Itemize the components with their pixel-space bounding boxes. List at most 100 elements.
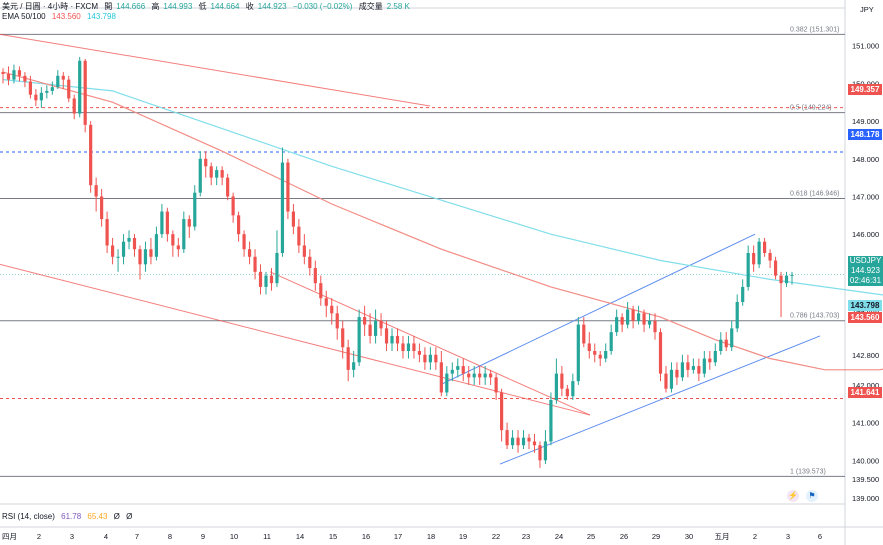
- candle-body: [34, 94, 38, 101]
- candle: [604, 343, 608, 363]
- candle-body: [697, 366, 701, 374]
- rsi-legend[interactable]: RSI (14, close) 61.78 65.43 Ø Ø: [2, 512, 136, 521]
- candle-body: [132, 237, 137, 250]
- candle-body: [757, 241, 761, 265]
- candle: [105, 211, 109, 253]
- candle: [587, 332, 591, 359]
- rsi-value-4: Ø: [126, 512, 133, 521]
- lightning-icon[interactable]: ⚡: [787, 490, 799, 502]
- candle-body: [67, 79, 71, 99]
- candle-body: [275, 253, 279, 284]
- candle: [204, 151, 208, 178]
- candle: [226, 173, 230, 201]
- candle: [516, 430, 520, 453]
- candle: [702, 351, 706, 378]
- candle: [527, 433, 531, 449]
- candle: [538, 441, 542, 468]
- candle-body: [39, 92, 43, 101]
- candle: [302, 234, 306, 265]
- us-flag-icon[interactable]: ⚑: [806, 490, 818, 502]
- candle-body: [373, 320, 378, 336]
- y-tick-5: 146.000: [852, 230, 879, 239]
- candle: [39, 87, 43, 108]
- candle-body: [176, 245, 180, 250]
- fib-label-1: 0.5 (149.224): [790, 105, 832, 112]
- tag-148178: 148.178: [848, 129, 882, 140]
- tag-ema50: 143.560: [848, 312, 882, 323]
- candle-body: [401, 343, 405, 351]
- candle: [664, 366, 668, 393]
- candle-body: [631, 309, 635, 321]
- candle-body: [730, 328, 734, 348]
- candle-body: [565, 388, 569, 397]
- candle-body: [653, 320, 657, 333]
- candle-body: [45, 90, 49, 93]
- candle: [412, 335, 416, 359]
- candle-body: [105, 219, 109, 246]
- candle-body: [554, 373, 558, 400]
- candle-body: [478, 373, 482, 378]
- candle-body: [335, 313, 339, 329]
- candle: [571, 373, 575, 400]
- candle-body: [330, 305, 334, 314]
- candle-body: [171, 234, 175, 246]
- candle: [461, 358, 465, 382]
- open-value: 144.666: [116, 2, 146, 11]
- candle-body: [626, 309, 630, 325]
- candle: [50, 81, 54, 95]
- candle-body: [510, 437, 515, 446]
- candle-body: [763, 241, 767, 253]
- candle: [143, 241, 148, 272]
- y-tick-1: 150.000: [852, 79, 879, 88]
- candle-body: [467, 373, 471, 378]
- candle-body: [390, 335, 394, 344]
- candle: [165, 207, 169, 242]
- y-tick-12: 139.500: [852, 475, 879, 484]
- candle: [593, 343, 597, 363]
- ema-legend[interactable]: EMA 50/100 143.560 143.798: [2, 12, 120, 21]
- x-tick-23: 2: [753, 532, 757, 541]
- candle: [171, 230, 175, 257]
- low-label: 低: [198, 2, 207, 11]
- candle-body: [215, 170, 219, 178]
- candle-body: [56, 75, 60, 88]
- candle: [100, 188, 104, 227]
- candle: [598, 351, 602, 367]
- usdjpy-last-tag: USDJPY 144.923 02:46:31: [848, 256, 883, 286]
- candle-body: [209, 166, 213, 178]
- candle-body: [1, 72, 5, 74]
- candle: [67, 75, 71, 103]
- candle-body: [352, 362, 356, 370]
- candle-body: [149, 249, 153, 257]
- candle: [264, 271, 268, 295]
- rsi-label: RSI (14, close): [2, 512, 55, 521]
- candle-body: [680, 362, 685, 378]
- candle-body: [752, 253, 756, 265]
- candle: [450, 362, 454, 382]
- candle: [319, 275, 323, 306]
- candle: [790, 271, 794, 285]
- x-tick-10: 15: [329, 532, 337, 541]
- ema100-value: 143.798: [86, 12, 116, 21]
- y-tick-13: 139.000: [852, 494, 879, 503]
- candle: [620, 313, 624, 333]
- candle: [6, 66, 11, 86]
- x-tick-20: 29: [652, 532, 660, 541]
- candle-body: [439, 362, 443, 393]
- y-tick-4: 147.000: [852, 192, 879, 201]
- candle: [116, 249, 120, 272]
- candle: [275, 230, 279, 287]
- candle: [784, 271, 789, 287]
- candle-body: [280, 162, 285, 253]
- candle: [560, 366, 564, 397]
- symbol-title: 美元 / 日圓 · 4小時 · FXCM: [2, 2, 98, 11]
- candle: [686, 354, 690, 378]
- candle-body: [582, 324, 586, 344]
- low-value: 144.664: [210, 2, 240, 11]
- candle-body: [615, 317, 619, 333]
- candle-body: [138, 249, 142, 265]
- candle: [609, 324, 613, 355]
- candle-body: [357, 317, 361, 363]
- candle-body: [127, 237, 131, 242]
